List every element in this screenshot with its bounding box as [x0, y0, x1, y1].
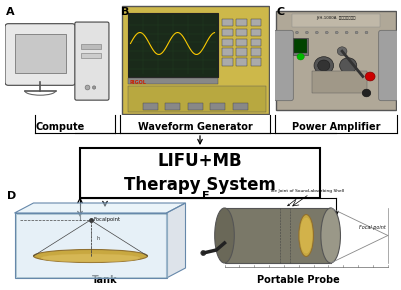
Circle shape	[85, 85, 90, 90]
Polygon shape	[14, 203, 186, 213]
Bar	[222, 58, 233, 66]
Bar	[16, 214, 166, 277]
Bar	[142, 103, 158, 110]
Bar	[222, 48, 233, 56]
Bar	[225, 208, 331, 263]
Circle shape	[296, 31, 298, 34]
Bar	[251, 19, 261, 26]
Text: Compute: Compute	[35, 122, 85, 132]
Ellipse shape	[215, 208, 234, 263]
Bar	[251, 39, 261, 46]
Circle shape	[365, 72, 375, 81]
Text: E: E	[202, 191, 210, 201]
Text: B: B	[122, 7, 130, 17]
Circle shape	[362, 89, 371, 97]
Circle shape	[306, 31, 308, 34]
Bar	[251, 58, 261, 66]
Bar	[236, 29, 247, 36]
Ellipse shape	[299, 215, 314, 256]
Circle shape	[297, 53, 304, 60]
Circle shape	[314, 57, 334, 74]
Text: Portable Probe: Portable Probe	[257, 275, 339, 285]
Bar	[236, 39, 247, 46]
Bar	[294, 39, 307, 53]
Circle shape	[315, 31, 318, 34]
Bar	[128, 78, 217, 84]
Text: Focalpoint: Focalpoint	[93, 218, 120, 222]
Bar	[292, 14, 380, 27]
Text: h: h	[96, 235, 99, 240]
Bar	[222, 19, 233, 26]
Circle shape	[337, 47, 347, 56]
FancyBboxPatch shape	[75, 22, 109, 100]
Text: Power Amplifier: Power Amplifier	[292, 122, 380, 132]
Bar	[128, 86, 265, 112]
Bar	[210, 103, 225, 110]
Ellipse shape	[300, 218, 312, 253]
Ellipse shape	[41, 254, 140, 262]
Bar	[251, 29, 261, 36]
Text: A: A	[6, 7, 15, 17]
Bar	[222, 29, 233, 36]
Bar	[222, 39, 233, 46]
Text: Focal point: Focal point	[359, 224, 386, 229]
Text: RIGOL: RIGOL	[130, 79, 147, 84]
Text: Waveform Generator: Waveform Generator	[138, 122, 252, 132]
Bar	[165, 103, 180, 110]
Bar	[128, 13, 217, 77]
Bar	[14, 213, 166, 278]
Circle shape	[340, 58, 357, 73]
Circle shape	[355, 31, 358, 34]
Text: Tank: Tank	[92, 275, 118, 285]
Bar	[233, 103, 247, 110]
Circle shape	[365, 31, 368, 34]
Bar	[236, 48, 247, 56]
Ellipse shape	[201, 251, 206, 255]
Text: LIFU+MB
Therapy System: LIFU+MB Therapy System	[124, 152, 276, 194]
FancyBboxPatch shape	[379, 30, 398, 101]
Circle shape	[318, 60, 330, 71]
Bar	[293, 38, 308, 55]
Circle shape	[325, 31, 328, 34]
Bar	[251, 48, 261, 56]
Bar	[15, 34, 65, 73]
Text: The Joint of Sound-absorbing Shell: The Joint of Sound-absorbing Shell	[269, 189, 344, 206]
Ellipse shape	[34, 249, 148, 262]
Circle shape	[93, 86, 96, 89]
Text: JYH-1000A  中频功率放大器: JYH-1000A 中频功率放大器	[316, 16, 356, 20]
Bar	[80, 148, 320, 198]
Polygon shape	[166, 203, 186, 278]
Circle shape	[345, 31, 348, 34]
Bar	[236, 19, 247, 26]
Bar	[188, 103, 203, 110]
Bar	[312, 71, 367, 93]
Bar	[236, 58, 247, 66]
Text: D: D	[7, 191, 16, 201]
Ellipse shape	[321, 208, 340, 263]
FancyBboxPatch shape	[5, 24, 75, 85]
FancyBboxPatch shape	[274, 30, 293, 101]
Bar	[81, 44, 101, 49]
Circle shape	[335, 31, 338, 34]
Bar	[81, 53, 101, 58]
Text: C: C	[276, 7, 284, 17]
